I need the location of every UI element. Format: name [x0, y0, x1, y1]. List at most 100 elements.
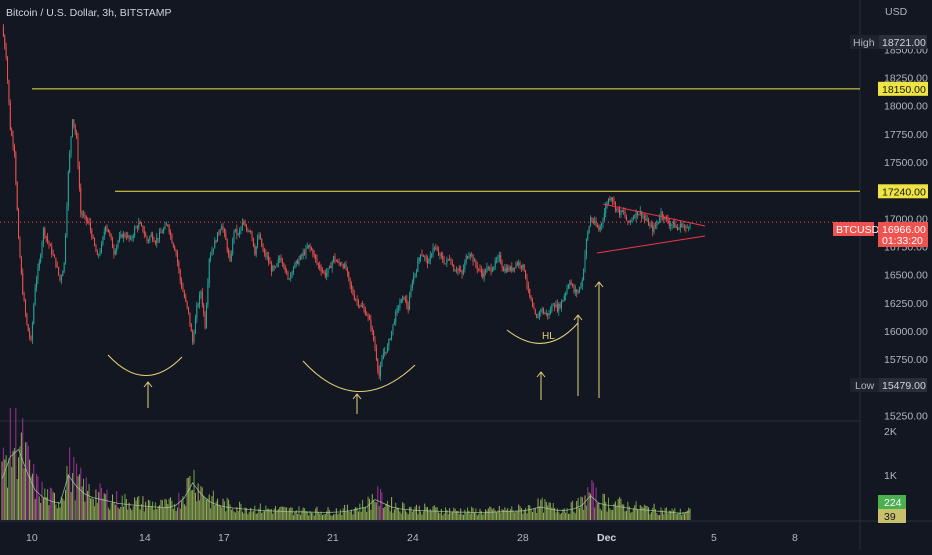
volume-bar — [400, 513, 402, 520]
volume-bar — [13, 447, 15, 520]
arrow-up-2[interactable] — [352, 393, 362, 414]
arrow-up-3[interactable] — [536, 371, 546, 400]
candle-body — [168, 225, 170, 233]
candle-body — [47, 237, 49, 242]
candle-body — [273, 266, 275, 268]
bottom-curve-1[interactable] — [107, 354, 183, 376]
candle-body — [536, 314, 538, 319]
volume-bar — [160, 499, 162, 520]
candle-body — [164, 225, 166, 229]
arrow-up-4[interactable] — [573, 314, 583, 396]
candle-body — [196, 305, 198, 319]
candle-body — [543, 309, 545, 314]
bottom-curve-3[interactable] — [506, 322, 579, 344]
volume-bar — [648, 507, 650, 520]
candle-body — [98, 254, 100, 256]
candle-body — [587, 232, 589, 240]
candle-body — [276, 263, 278, 267]
volume-bar — [88, 484, 90, 520]
candle-body — [222, 226, 224, 230]
volume-bar — [498, 506, 500, 520]
candle-body — [207, 283, 209, 305]
candle-body — [489, 267, 491, 269]
volume-bar — [146, 507, 148, 520]
candle-body — [549, 311, 551, 313]
volume-bar — [295, 510, 297, 520]
triangle-lower-line[interactable] — [596, 235, 706, 254]
candle-body — [661, 211, 663, 217]
price-tick-15250: 15250.00 — [884, 410, 928, 422]
candle-body — [326, 272, 328, 277]
candle-body — [107, 229, 109, 233]
candle-body — [627, 220, 629, 222]
candle-body — [385, 351, 387, 353]
candle-body — [500, 255, 502, 264]
candle-body — [200, 292, 202, 295]
candle-body — [204, 313, 206, 328]
volume-bar — [272, 513, 274, 520]
volume-bar — [4, 459, 6, 520]
volume-bar — [199, 500, 201, 520]
volume-bar — [127, 509, 129, 520]
candle-body — [316, 258, 318, 264]
volume-bar — [114, 504, 116, 520]
candle-body — [210, 255, 212, 260]
candle-body — [63, 262, 65, 272]
volume-bar — [297, 514, 299, 520]
volume-bar — [301, 510, 303, 520]
candle-body — [102, 237, 104, 245]
candle-body — [85, 215, 87, 221]
candle-body — [341, 264, 343, 266]
volume-bar — [612, 509, 614, 520]
candle-body — [418, 257, 420, 261]
volume-bar — [261, 512, 263, 520]
candle-body — [7, 57, 9, 80]
candle-body — [112, 238, 114, 248]
volume-bar — [170, 497, 172, 520]
volume-bar — [580, 496, 582, 520]
volume-bar — [183, 504, 185, 520]
volume-bar — [605, 502, 607, 520]
countdown-timer: 01:33:20 — [882, 235, 923, 247]
candle-body — [516, 263, 518, 265]
candle-body — [328, 266, 330, 269]
candle-body — [433, 247, 435, 249]
candle-body — [275, 266, 277, 268]
candle-body — [145, 234, 147, 237]
volume-bar — [472, 508, 474, 520]
candle-body — [123, 233, 125, 238]
candle-body — [443, 260, 445, 264]
candle-body — [92, 237, 94, 239]
volume-bar — [324, 514, 326, 520]
bottom-curve-2[interactable] — [302, 360, 416, 392]
volume-bar — [186, 478, 188, 520]
volume-bar — [440, 509, 442, 520]
volume-bar — [196, 501, 198, 520]
arrow-up-5[interactable] — [594, 281, 604, 398]
triangle-upper-line[interactable] — [602, 203, 706, 227]
time-label-5: 5 — [711, 532, 717, 544]
candle-body — [114, 251, 116, 255]
candle-body — [585, 239, 587, 255]
volume-bar — [356, 507, 358, 520]
volume-bar — [659, 515, 661, 520]
candle-body — [281, 261, 283, 264]
price-tick-18250: 18250.00 — [884, 73, 928, 85]
candle-body — [342, 264, 344, 268]
candle-body — [628, 221, 630, 222]
arrow-up-1[interactable] — [143, 381, 153, 408]
candle-body — [603, 213, 605, 221]
candle-body — [567, 285, 569, 289]
candle-body — [563, 296, 565, 301]
volume-bar — [607, 497, 609, 520]
volume-bar — [54, 493, 55, 520]
volume-bar — [395, 502, 397, 520]
volume-bar — [449, 508, 451, 520]
candle-body — [167, 224, 169, 226]
candle-body — [49, 244, 51, 247]
volume-bar — [352, 514, 354, 520]
candle-body — [427, 257, 429, 264]
volume-bar — [9, 407, 11, 520]
